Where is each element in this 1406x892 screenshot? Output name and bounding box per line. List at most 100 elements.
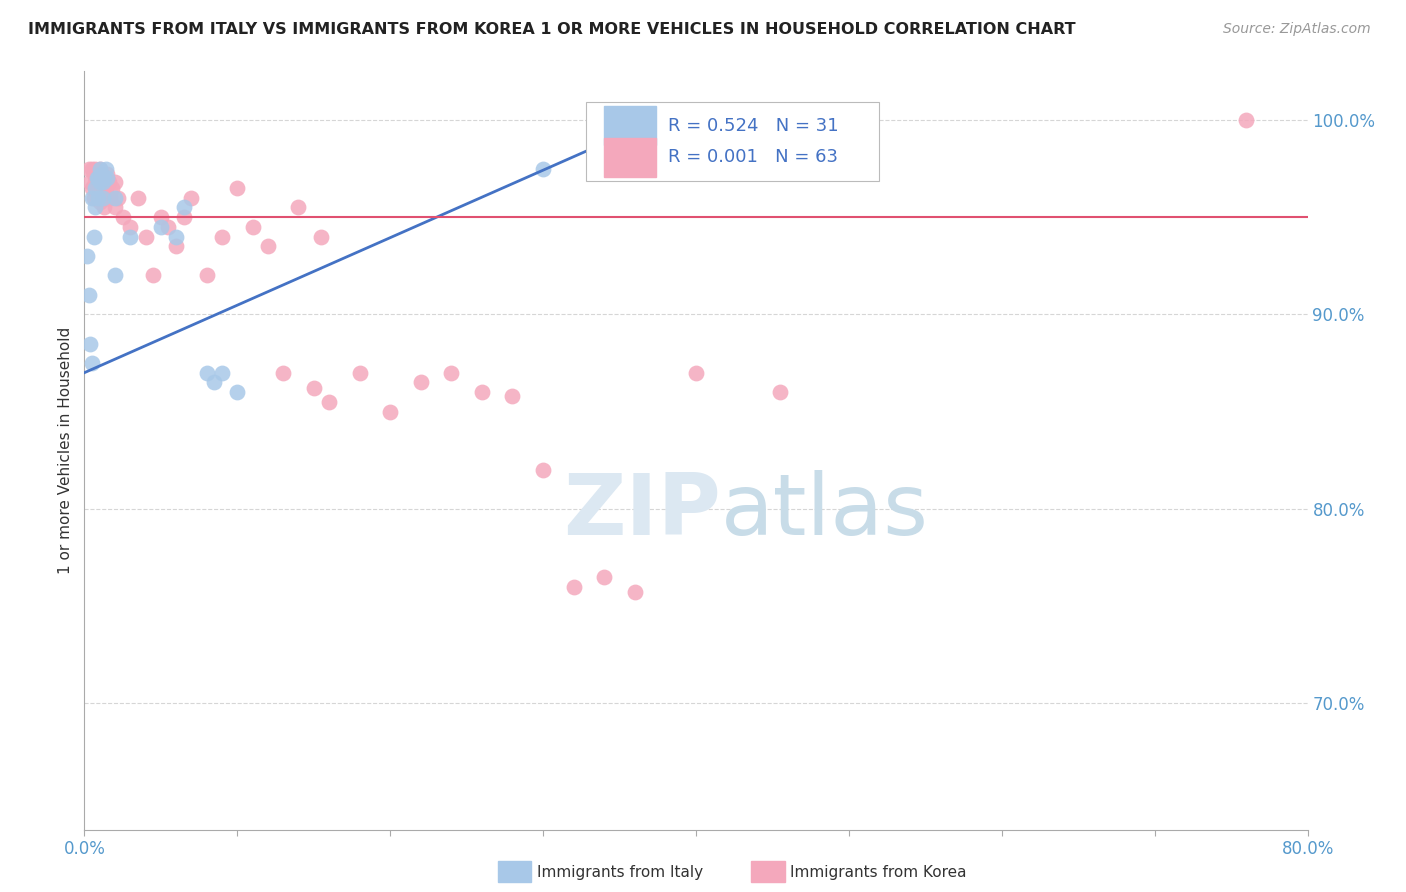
FancyBboxPatch shape bbox=[605, 106, 655, 145]
Point bbox=[89, 161, 111, 176]
Point bbox=[93, 201, 115, 215]
Point bbox=[104, 268, 127, 283]
Point bbox=[685, 366, 707, 380]
Point bbox=[257, 239, 280, 253]
Point bbox=[90, 186, 112, 201]
Point bbox=[86, 168, 108, 182]
Point bbox=[142, 268, 165, 283]
Point bbox=[91, 175, 114, 189]
Point bbox=[180, 191, 202, 205]
Text: atlas: atlas bbox=[720, 469, 928, 553]
Point bbox=[107, 191, 129, 205]
Point bbox=[89, 194, 111, 209]
Point bbox=[135, 229, 157, 244]
Point bbox=[624, 585, 647, 599]
Point bbox=[287, 201, 309, 215]
Point bbox=[111, 210, 134, 224]
Point bbox=[1236, 112, 1258, 127]
Point bbox=[87, 171, 110, 186]
Point bbox=[349, 366, 371, 380]
Point bbox=[84, 175, 107, 189]
Point bbox=[80, 191, 103, 205]
Point bbox=[80, 181, 103, 195]
Point bbox=[311, 229, 333, 244]
Point bbox=[226, 385, 249, 400]
Point bbox=[157, 219, 180, 234]
Point bbox=[86, 181, 108, 195]
Point bbox=[149, 210, 172, 224]
Point bbox=[380, 404, 402, 418]
Point bbox=[127, 191, 149, 205]
Point bbox=[97, 175, 120, 189]
Y-axis label: 1 or more Vehicles in Household: 1 or more Vehicles in Household bbox=[58, 326, 73, 574]
Point bbox=[318, 395, 340, 409]
Point bbox=[91, 191, 114, 205]
Point bbox=[202, 376, 225, 390]
Point bbox=[211, 366, 233, 380]
Point bbox=[94, 181, 117, 195]
Point bbox=[165, 239, 187, 253]
Text: Immigrants from Italy: Immigrants from Italy bbox=[537, 865, 703, 880]
Point bbox=[87, 191, 110, 205]
Point bbox=[87, 191, 110, 205]
Point bbox=[195, 366, 218, 380]
Point bbox=[89, 161, 111, 176]
Text: ZIP: ZIP bbox=[562, 469, 720, 553]
Point bbox=[89, 175, 111, 189]
Point bbox=[93, 171, 115, 186]
Point bbox=[90, 168, 112, 182]
Point bbox=[86, 171, 108, 186]
Point bbox=[104, 175, 127, 189]
Point bbox=[83, 229, 105, 244]
Point bbox=[87, 175, 110, 189]
Point bbox=[531, 161, 554, 176]
Point bbox=[211, 229, 233, 244]
Point bbox=[226, 181, 249, 195]
Point bbox=[96, 191, 118, 205]
Point bbox=[562, 580, 585, 594]
Point bbox=[120, 219, 142, 234]
Point bbox=[83, 168, 105, 182]
Text: Source: ZipAtlas.com: Source: ZipAtlas.com bbox=[1223, 22, 1371, 37]
Point bbox=[90, 168, 112, 182]
Point bbox=[84, 181, 107, 195]
Point bbox=[409, 376, 432, 390]
Point bbox=[440, 366, 463, 380]
Point bbox=[593, 128, 616, 143]
Point bbox=[79, 175, 101, 189]
Point bbox=[120, 229, 142, 244]
Point bbox=[91, 191, 114, 205]
Point bbox=[96, 171, 118, 186]
Point bbox=[165, 229, 187, 244]
Point bbox=[471, 385, 494, 400]
Point bbox=[195, 268, 218, 283]
FancyBboxPatch shape bbox=[586, 102, 880, 181]
Point bbox=[173, 210, 195, 224]
Point bbox=[76, 249, 98, 263]
Point bbox=[769, 385, 792, 400]
Point bbox=[149, 219, 172, 234]
Point bbox=[502, 389, 524, 403]
Point bbox=[173, 201, 195, 215]
Point bbox=[101, 181, 124, 195]
Point bbox=[302, 381, 325, 395]
Point bbox=[79, 336, 101, 351]
Point bbox=[98, 191, 121, 205]
Point bbox=[271, 366, 294, 380]
Point bbox=[593, 570, 616, 584]
Point bbox=[84, 161, 107, 176]
Point bbox=[104, 191, 127, 205]
Point bbox=[80, 161, 103, 176]
Point bbox=[96, 168, 118, 182]
Point bbox=[531, 463, 554, 477]
Text: R = 0.524   N = 31: R = 0.524 N = 31 bbox=[668, 117, 838, 135]
Point bbox=[93, 175, 115, 189]
Point bbox=[91, 171, 114, 186]
Point bbox=[242, 219, 264, 234]
Point bbox=[77, 161, 100, 176]
Point bbox=[80, 356, 103, 370]
Text: IMMIGRANTS FROM ITALY VS IMMIGRANTS FROM KOREA 1 OR MORE VEHICLES IN HOUSEHOLD C: IMMIGRANTS FROM ITALY VS IMMIGRANTS FROM… bbox=[28, 22, 1076, 37]
Point bbox=[84, 201, 107, 215]
Text: Immigrants from Korea: Immigrants from Korea bbox=[790, 865, 967, 880]
Text: R = 0.001   N = 63: R = 0.001 N = 63 bbox=[668, 148, 838, 166]
